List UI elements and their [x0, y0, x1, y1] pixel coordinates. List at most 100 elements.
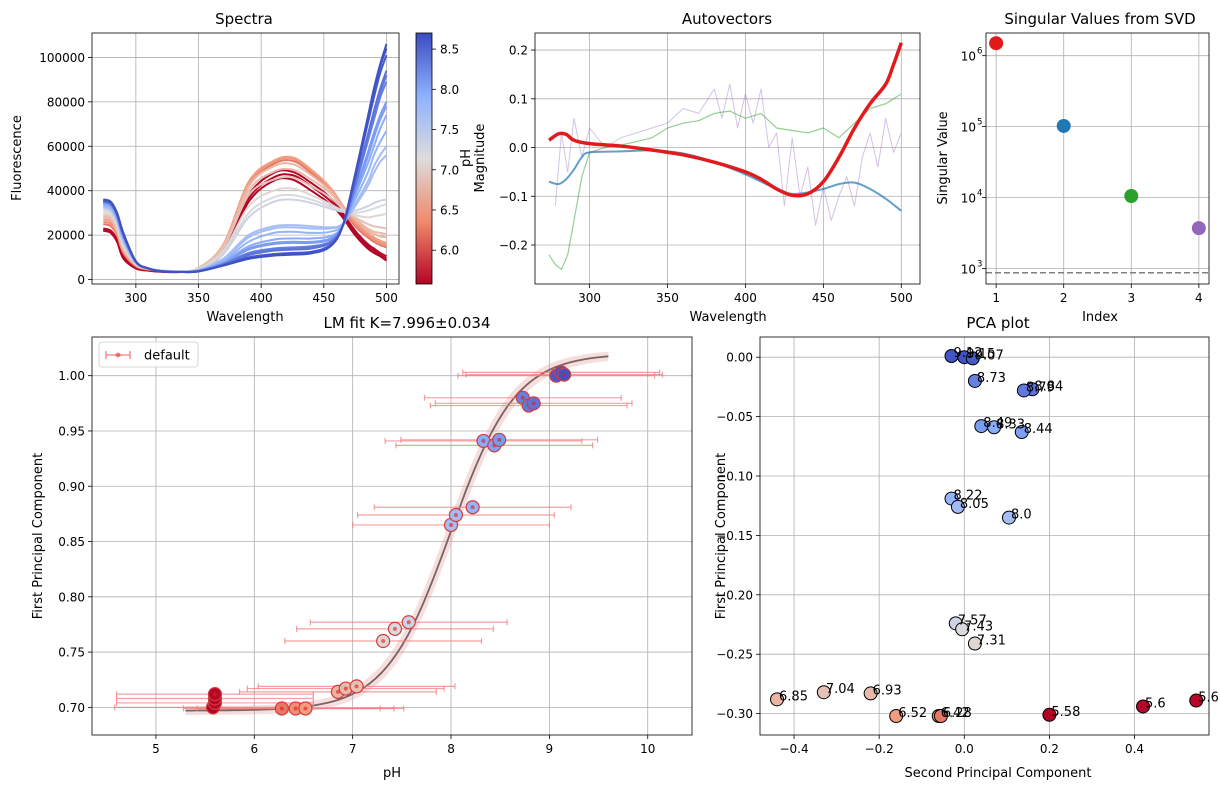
pca-point-label: 8.73	[977, 371, 1006, 386]
pca-point-label: 6.28	[943, 706, 972, 721]
data-point-center	[343, 686, 348, 691]
data-point-center	[335, 689, 340, 694]
y-tick-label: −0.05	[716, 410, 753, 424]
data-point-center	[497, 437, 502, 442]
singular-value-point	[989, 36, 1004, 51]
pca-point-label: 8.33	[996, 417, 1025, 432]
x-tick-label: 8	[447, 742, 455, 756]
spectra-y-ticks: 0 20000 40000 60000 80000 100000	[39, 51, 92, 287]
singular-values-title: Singular Values from SVD	[1004, 10, 1195, 28]
x-tick-label: 500	[375, 291, 398, 305]
x-tick-label: 6	[250, 742, 258, 756]
spectra-panel: Spectra 300 350 400 450 500 0 20000 40000 60000…	[10, 10, 400, 325]
y-tick-label: 0.1	[509, 92, 528, 106]
pca-point	[1014, 425, 1029, 440]
lm-fit-y-ticks: 0.70 0.75 0.80 0.85 0.90 0.95 1.00	[58, 369, 92, 715]
y-tick-label: 60000	[47, 140, 85, 154]
x-tick-label: 350	[187, 291, 210, 305]
x-tick-label: 7	[349, 742, 357, 756]
pca-point	[1189, 693, 1204, 708]
x-tick-label: −0.2	[865, 742, 894, 756]
pca-x-ticks: −0.4 −0.2 0.0 0.2 0.4	[779, 735, 1144, 756]
pca-title: PCA plot	[966, 314, 1029, 332]
pca-point-label: 8.0	[1011, 508, 1032, 523]
data-point-center	[453, 512, 458, 517]
y-tick-label: 0.85	[58, 535, 85, 549]
pca-point	[967, 373, 982, 388]
lm-fit-series-group	[114, 351, 664, 716]
autovectors-series-group	[548, 42, 903, 270]
pca-point-label: 8.05	[960, 497, 989, 512]
colorbar-tick-label: 8.0	[440, 83, 459, 97]
singular-value-point	[1191, 221, 1206, 236]
data-point-center	[293, 706, 298, 711]
fit-curve	[185, 355, 609, 712]
colorbar-tick-label: 7.5	[440, 123, 459, 137]
pca-point	[967, 636, 982, 651]
lm-fit-title: LM fit K=7.996±0.034	[323, 314, 490, 332]
x-tick-label: 400	[734, 291, 757, 305]
y-tick-label: 0.2	[509, 44, 528, 58]
y-tick-label: 0.90	[58, 480, 85, 494]
pca-point	[965, 351, 980, 366]
pca-x-label: Second Principal Component	[905, 766, 1092, 781]
y-tick-label: −0.30	[716, 707, 753, 721]
pca-point-label: 8.22	[954, 489, 983, 504]
spectra-axes-frame	[91, 32, 400, 285]
pca-point	[770, 692, 785, 707]
ph-colorbar: 6.0 6.5 7.0 7.5 8.0 8.5 pH	[415, 32, 474, 285]
pca-point-label: 9.07	[975, 348, 1004, 363]
y-tick-label: −0.1	[499, 190, 528, 204]
pca-point-label: 8.49	[983, 416, 1012, 431]
autovector-line	[548, 93, 902, 270]
pca-point	[1001, 510, 1016, 525]
x-tick-label: 4	[1195, 291, 1203, 305]
colorbar-tick-label: 6.5	[440, 203, 459, 217]
x-tick-label: −0.4	[779, 742, 808, 756]
x-tick-label: 450	[812, 291, 835, 305]
data-point-center	[303, 706, 308, 711]
x-tick-label: 500	[890, 291, 913, 305]
pca-point-label: 7.43	[964, 619, 993, 634]
lm-fit-grid	[92, 337, 692, 735]
data-point-center	[531, 401, 536, 406]
data-point-center	[562, 372, 567, 377]
pca-point-label: 6.93	[873, 683, 902, 698]
spectrum-line	[102, 70, 388, 274]
singular-values-axes-frame	[985, 32, 1210, 285]
pca-point	[955, 622, 970, 637]
autovector-line	[548, 149, 902, 212]
x-tick-label: 0.2	[1040, 742, 1059, 756]
y-tick-exponent: 3	[977, 259, 982, 269]
spectra-x-ticks: 300 350 400 450 500	[124, 284, 398, 305]
x-tick-label: 2	[1060, 291, 1068, 305]
pca-point	[863, 686, 878, 701]
lm-fit-x-label: pH	[383, 766, 401, 781]
spectrum-line	[102, 43, 388, 274]
y-tick-label: 80000	[47, 95, 85, 109]
spectra-series-group	[102, 43, 388, 274]
data-point-center	[392, 626, 397, 631]
x-tick-label: 300	[578, 291, 601, 305]
y-tick-label: −0.25	[716, 648, 753, 662]
lm-fit-legend: default	[98, 341, 199, 368]
y-tick-exponent: 6	[977, 47, 982, 57]
y-tick-label: 10	[961, 121, 976, 135]
autovectors-grid	[535, 33, 920, 284]
lm-fit-panel: LM fit K=7.996±0.034 5 6 7 8 9 10 0.70 0.75 0.8…	[31, 314, 693, 781]
spectra-y-label: Fluorescence	[10, 115, 25, 201]
pca-point-label: 7.57	[958, 613, 987, 628]
pca-point-label: 7.31	[977, 634, 1006, 649]
y-tick-label: 0.95	[58, 424, 85, 438]
pca-point	[987, 420, 1002, 435]
pca-point-label: 5.6	[1145, 696, 1166, 711]
spectra-title: Spectra	[215, 10, 273, 28]
pca-point	[1016, 383, 1031, 398]
spectra-x-label: Wavelength	[206, 310, 283, 325]
pca-axes-frame	[759, 336, 1210, 736]
autovectors-y-label: Magnitude	[473, 124, 488, 193]
pca-point-label: 9.12	[954, 346, 983, 361]
pca-point	[1136, 699, 1151, 714]
